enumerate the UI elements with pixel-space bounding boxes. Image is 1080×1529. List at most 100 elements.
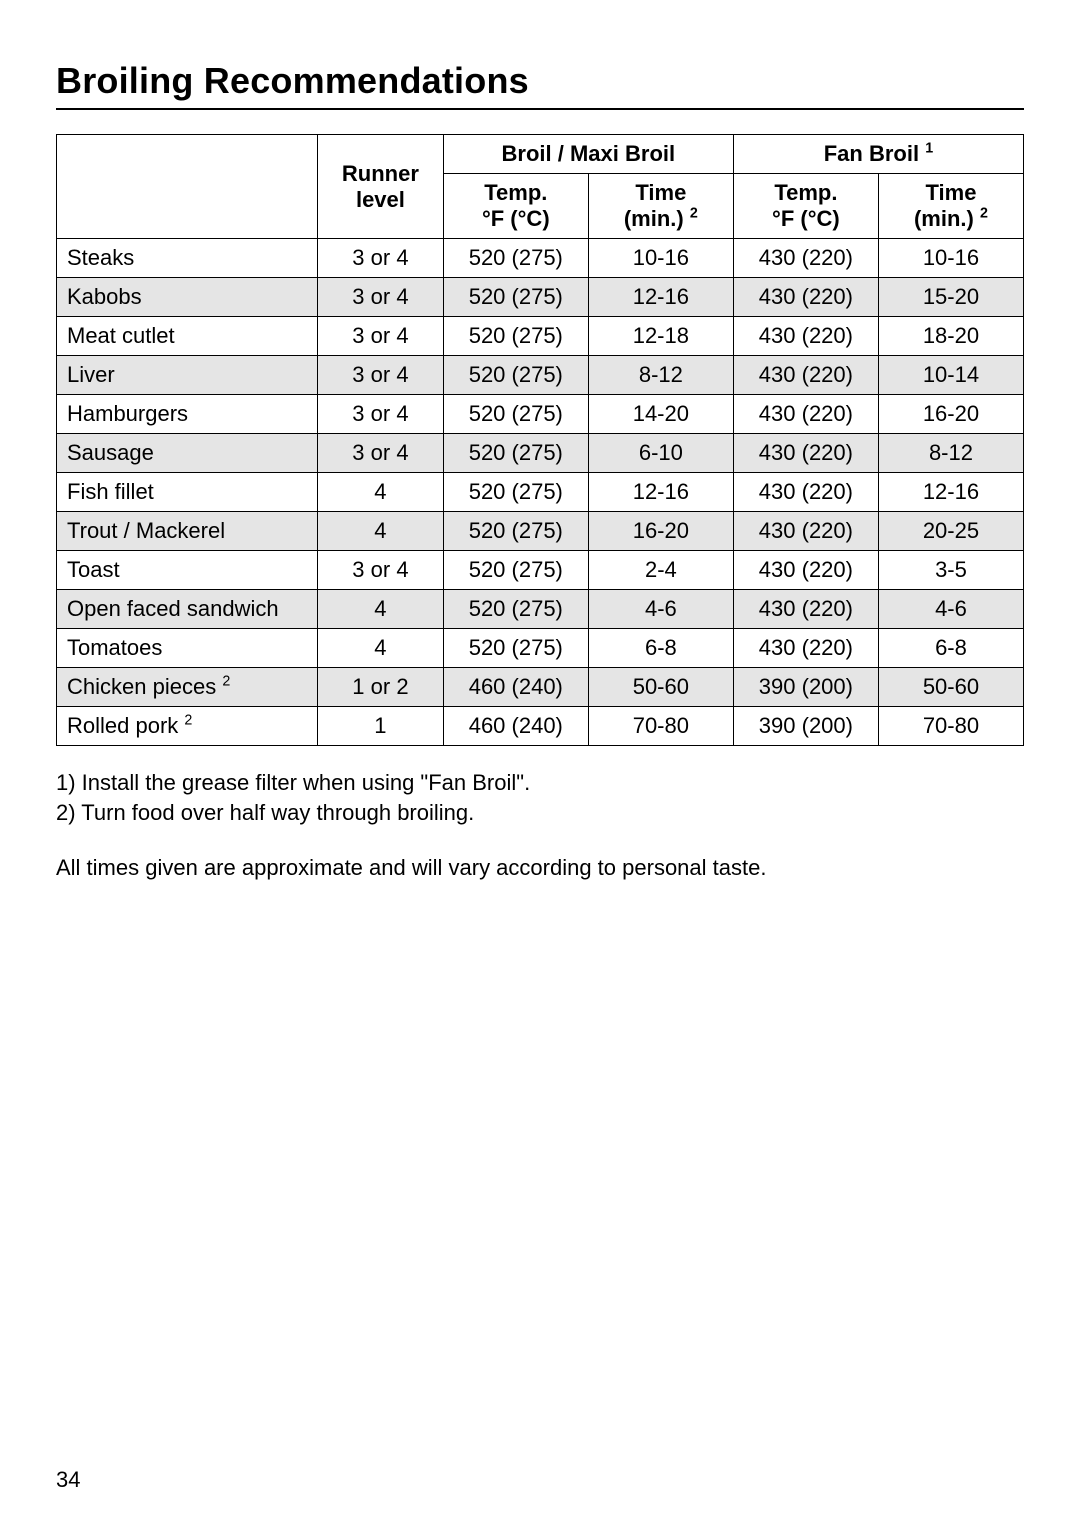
cell-broil-temp: 520 (275) [443,317,588,356]
cell-fan-temp: 430 (220) [733,356,878,395]
cell-food: Fish fillet [57,473,318,512]
cell-food: Trout / Mackerel [57,512,318,551]
th-time-l2: (min.) [624,206,684,231]
table-body: Steaks3 or 4520 (275)10-16430 (220)10-16… [57,239,1024,746]
footnote-2: 2) Turn food over half way through broil… [56,798,1024,828]
title-rule [56,108,1024,110]
cell-broil-time: 4-6 [588,590,733,629]
table-row: Trout / Mackerel4520 (275)16-20430 (220)… [57,512,1024,551]
cell-broil-time: 16-20 [588,512,733,551]
cell-fan-temp: 390 (200) [733,668,878,707]
table-row: Chicken pieces 21 or 2460 (240)50-60390 … [57,668,1024,707]
cell-fan-time: 70-80 [878,707,1023,746]
cell-fan-time: 8-12 [878,434,1023,473]
cell-broil-time: 10-16 [588,239,733,278]
cell-runner: 4 [318,629,444,668]
cell-broil-temp: 520 (275) [443,629,588,668]
food-sup: 2 [222,674,230,690]
cell-food: Tomatoes [57,629,318,668]
cell-runner: 1 or 2 [318,668,444,707]
table-row: Rolled pork 21460 (240)70-80390 (200)70-… [57,707,1024,746]
cell-runner: 3 or 4 [318,239,444,278]
cell-food: Rolled pork 2 [57,707,318,746]
table-row: Liver 3 or 4520 (275)8-12430 (220)10-14 [57,356,1024,395]
cell-fan-time: 10-14 [878,356,1023,395]
table-row: Meat cutlet3 or 4520 (275)12-18430 (220)… [57,317,1024,356]
food-label: Kabobs [67,284,142,309]
th-broil-temp: Temp. °F (°C) [443,174,588,239]
th-runner: Runner level [318,135,444,239]
food-label: Fish fillet [67,479,154,504]
cell-runner: 1 [318,707,444,746]
cell-runner: 3 or 4 [318,551,444,590]
cell-fan-time: 6-8 [878,629,1023,668]
page: Broiling Recommendations Runner level Br… [0,0,1080,1529]
food-label: Chicken pieces [67,674,216,699]
cell-fan-temp: 430 (220) [733,473,878,512]
cell-runner: 3 or 4 [318,395,444,434]
cell-runner: 4 [318,473,444,512]
cell-fan-temp: 430 (220) [733,551,878,590]
food-label: Sausage [67,440,154,465]
food-label: Trout / Mackerel [67,518,225,543]
table-row: Hamburgers3 or 4520 (275)14-20430 (220)1… [57,395,1024,434]
th-time-sup: 2 [690,206,698,222]
cell-food: Chicken pieces 2 [57,668,318,707]
cell-broil-time: 12-16 [588,278,733,317]
cell-food: Steaks [57,239,318,278]
cell-runner: 3 or 4 [318,317,444,356]
cell-fan-temp: 430 (220) [733,434,878,473]
cell-fan-temp: 430 (220) [733,317,878,356]
cell-food: Meat cutlet [57,317,318,356]
th-fan-temp: Temp. °F (°C) [733,174,878,239]
cell-fan-time: 50-60 [878,668,1023,707]
th-temp-l2b: °F (°C) [772,206,840,231]
page-number: 34 [56,1467,80,1493]
th-time-l1: Time [635,180,686,205]
th-temp-l1b: Temp. [774,180,837,205]
cell-runner: 3 or 4 [318,356,444,395]
cell-broil-temp: 520 (275) [443,473,588,512]
food-label: Open faced sandwich [67,596,279,621]
cell-food: Kabobs [57,278,318,317]
food-sup: 2 [184,713,192,729]
food-label: Tomatoes [67,635,162,660]
th-runner-l2: level [356,187,405,212]
cell-broil-temp: 520 (275) [443,395,588,434]
th-fan-broil: Fan Broil 1 [733,135,1023,174]
cell-fan-time: 4-6 [878,590,1023,629]
th-food [57,135,318,239]
cell-fan-time: 16-20 [878,395,1023,434]
th-fan-broil-label: Fan Broil [824,141,919,166]
th-time-l1b: Time [925,180,976,205]
cell-broil-time: 14-20 [588,395,733,434]
table-row: Steaks3 or 4520 (275)10-16430 (220)10-16 [57,239,1024,278]
cell-runner: 4 [318,590,444,629]
cell-fan-temp: 430 (220) [733,278,878,317]
cell-broil-time: 12-16 [588,473,733,512]
cell-broil-temp: 520 (275) [443,278,588,317]
th-fan-time: Time (min.) 2 [878,174,1023,239]
th-time-l2b: (min.) [914,206,974,231]
food-label: Liver [67,362,115,387]
cell-broil-temp: 520 (275) [443,434,588,473]
cell-fan-temp: 390 (200) [733,707,878,746]
food-label: Hamburgers [67,401,188,426]
food-label: Rolled pork [67,713,184,738]
cell-broil-temp: 520 (275) [443,590,588,629]
food-label: Steaks [67,245,134,270]
cell-broil-time: 12-18 [588,317,733,356]
cell-broil-temp: 460 (240) [443,668,588,707]
cell-broil-temp: 520 (275) [443,356,588,395]
cell-broil-time: 8-12 [588,356,733,395]
th-temp-l2: °F (°C) [482,206,550,231]
cell-broil-temp: 460 (240) [443,707,588,746]
cell-fan-time: 20-25 [878,512,1023,551]
table-row: Open faced sandwich4520 (275)4-6430 (220… [57,590,1024,629]
cell-runner: 3 or 4 [318,434,444,473]
th-time-supb: 2 [980,206,988,222]
cell-runner: 3 or 4 [318,278,444,317]
table-row: Sausage3 or 4520 (275)6-10430 (220)8-12 [57,434,1024,473]
cell-fan-temp: 430 (220) [733,512,878,551]
footnote-1: 1) Install the grease filter when using … [56,768,1024,798]
